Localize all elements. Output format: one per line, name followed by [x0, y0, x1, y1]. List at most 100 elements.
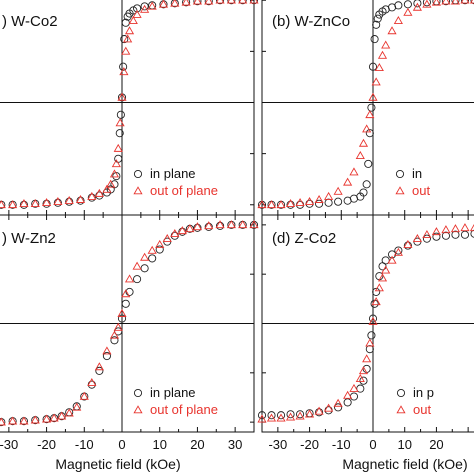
out-of-plane-point: [249, 220, 259, 229]
in-plane-point: [148, 254, 157, 263]
out-of-plane-point: [450, 0, 461, 5]
out-of-plane-point: [41, 414, 52, 423]
legend-in-plane-marker: [395, 169, 405, 179]
in-plane-point: [87, 193, 96, 202]
out-of-plane-point: [147, 1, 157, 10]
out-of-plane-point: [19, 199, 29, 208]
in-plane-point: [170, 0, 179, 8]
out-of-plane-point: [109, 330, 120, 339]
out-of-plane-point: [441, 0, 451, 5]
legend-out-of-plane-marker: [396, 405, 406, 414]
in-plane-point: [343, 398, 352, 407]
in-plane-point: [133, 275, 142, 284]
in-plane-point: [125, 287, 134, 296]
out-of-plane-point: [87, 377, 97, 386]
out-of-plane-point: [333, 398, 343, 407]
in-plane-point: [381, 256, 390, 265]
out-of-plane-point: [403, 7, 413, 16]
in-plane-point: [121, 18, 130, 27]
out-of-plane-point: [374, 283, 384, 292]
out-of-plane-point: [238, 0, 248, 4]
x-tick-label: -30: [268, 437, 287, 452]
out-of-plane-point: [94, 188, 104, 197]
out-of-plane-point: [57, 411, 67, 420]
in-plane-point: [238, 0, 247, 5]
out-of-plane-point: [371, 297, 381, 306]
out-of-plane-point: [349, 167, 359, 176]
in-plane-point: [267, 411, 276, 420]
in-plane-point: [115, 129, 124, 138]
out-of-plane-point: [121, 46, 131, 55]
out-of-plane-point: [285, 199, 296, 208]
in-plane-point: [349, 392, 359, 401]
legend-in-plane-marker: [133, 388, 143, 398]
out-of-plane-point: [111, 159, 121, 168]
out-of-plane-point: [257, 200, 267, 209]
out-of-plane-point: [393, 247, 403, 256]
in-plane-point: [296, 200, 305, 209]
panel-title: (b) W-ZnCo: [272, 13, 350, 30]
in-plane-point: [296, 410, 305, 419]
out-of-plane-point: [422, 230, 432, 239]
out-of-plane-point: [75, 194, 86, 203]
x-tick-label: -20: [300, 437, 319, 452]
out-of-plane-point: [117, 92, 127, 101]
out-of-plane-point: [226, 220, 236, 229]
out-of-plane-point: [276, 413, 286, 422]
out-of-plane-point: [215, 220, 225, 229]
out-of-plane-point: [41, 198, 52, 207]
out-of-plane-point: [94, 362, 104, 371]
in-plane-point: [155, 245, 164, 254]
out-of-plane-point: [181, 0, 191, 6]
out-of-plane-point: [381, 265, 391, 274]
panel-title: ) W-Zn2: [2, 230, 56, 247]
out-of-plane-point: [381, 40, 391, 49]
in-plane-point: [182, 0, 191, 7]
out-of-plane-point: [155, 239, 165, 248]
out-of-plane-point: [19, 416, 29, 425]
out-of-plane-point: [140, 4, 150, 13]
legend-out-of-plane-marker: [395, 186, 405, 195]
in-plane-point: [403, 241, 412, 250]
in-plane-point: [364, 159, 373, 168]
in-plane-point: [95, 191, 104, 200]
out-of-plane-point: [128, 15, 138, 24]
in-plane-point: [460, 230, 470, 239]
out-of-plane-point: [147, 245, 157, 254]
out-of-plane-point: [249, 0, 259, 4]
out-of-plane-point: [314, 194, 324, 203]
in-plane-point: [422, 234, 431, 243]
in-plane-point: [368, 62, 378, 71]
in-plane-point: [286, 200, 295, 209]
out-of-plane-point: [377, 273, 388, 282]
out-of-plane-point: [374, 63, 384, 72]
in-plane-point: [216, 0, 225, 5]
x-tick-label: 0: [118, 437, 125, 452]
out-of-plane-point: [460, 0, 470, 4]
out-of-plane-point: [53, 196, 63, 206]
out-of-plane-point: [119, 67, 129, 76]
in-plane-point: [116, 110, 125, 119]
out-of-plane-point: [276, 200, 286, 209]
out-of-plane-point: [304, 409, 315, 418]
in-plane-point: [257, 411, 267, 420]
out-of-plane-point: [238, 220, 248, 229]
in-plane-point: [370, 35, 379, 44]
in-plane-point: [367, 103, 376, 112]
in-plane-point: [422, 0, 431, 7]
in-plane-point: [315, 199, 324, 208]
out-of-plane-point: [132, 261, 142, 270]
in-plane-point: [112, 172, 121, 181]
in-plane-point: [227, 0, 236, 5]
out-of-plane-point: [460, 223, 470, 232]
in-plane-point: [441, 231, 450, 240]
out-of-plane-point: [192, 0, 203, 5]
out-of-plane-point: [30, 199, 40, 208]
in-plane-point: [120, 35, 129, 44]
legend-in-plane-marker: [396, 388, 406, 398]
out-of-plane-point: [412, 233, 422, 242]
legend-out-of-plane-label: out: [413, 402, 431, 417]
out-of-plane-point: [412, 2, 422, 11]
in-plane-point: [451, 230, 460, 239]
